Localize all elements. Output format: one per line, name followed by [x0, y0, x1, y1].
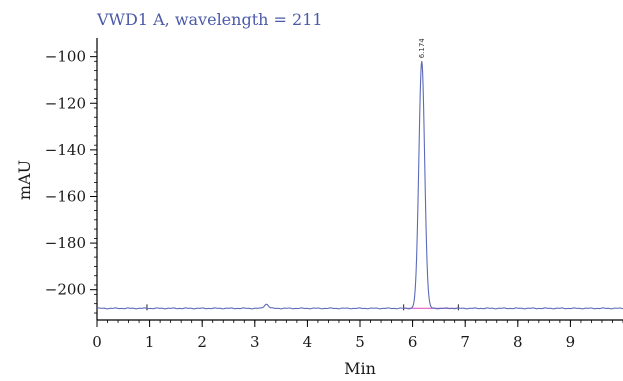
x-tick-label: 8: [513, 333, 523, 351]
chart-title: VWD1 A, wavelength = 211: [96, 10, 323, 29]
x-axis-label: Min: [344, 359, 376, 378]
x-tick-label: 4: [303, 333, 313, 351]
y-tick-label: −140: [45, 141, 86, 159]
x-tick-label: 2: [197, 333, 207, 351]
y-tick-label: −180: [45, 234, 86, 252]
x-tick-label: 1: [145, 333, 155, 351]
x-tick-label: 3: [250, 333, 260, 351]
x-tick-label: 9: [566, 333, 576, 351]
peak-annotation: 6.174: [418, 38, 426, 59]
x-tick-label: 0: [92, 333, 102, 351]
x-tick-label: 5: [355, 333, 365, 351]
y-tick-label: −160: [45, 187, 86, 205]
y-tick-label: −120: [45, 94, 86, 112]
axes: 0 1 2 3 4 5 6 7 8 9 −100 −120 −140 −160 −180 −200: [45, 38, 623, 351]
plot-area: 6.174: [96, 38, 623, 311]
chromatogram-trace: [96, 60, 623, 310]
y-tick-label: −200: [45, 281, 86, 299]
x-tick-label: 7: [460, 333, 470, 351]
y-tick-label: −100: [45, 48, 86, 66]
x-tick-label: 6: [408, 333, 418, 351]
y-axis-label: mAU: [15, 160, 34, 200]
